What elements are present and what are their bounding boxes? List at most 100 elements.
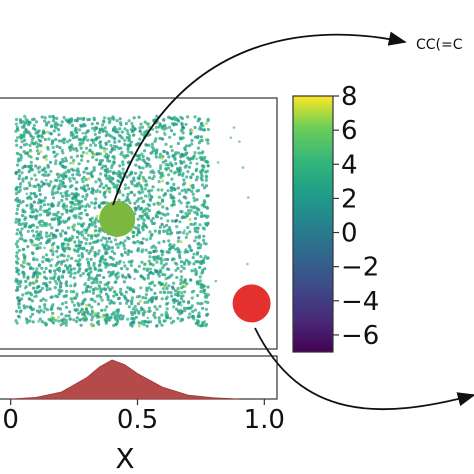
scatter-point [21, 199, 25, 204]
scatter-point [96, 188, 100, 192]
scatter-point [24, 279, 28, 284]
scatter-point [204, 294, 208, 298]
scatter-point [131, 234, 136, 238]
scatter-point [174, 170, 178, 174]
scatter-point [42, 270, 46, 274]
scatter-point [123, 186, 127, 191]
scatter-point [149, 219, 153, 223]
scatter-point [23, 224, 27, 228]
scatter-point [172, 196, 176, 200]
scatter-point [64, 300, 68, 305]
scatter-point [52, 241, 56, 245]
scatter-point [194, 260, 197, 263]
scatter-point [191, 186, 195, 190]
scatter-point [57, 201, 61, 205]
scatter-point [191, 256, 195, 260]
scatter-point [105, 313, 109, 317]
scatter-point [51, 316, 56, 320]
scatter-point [197, 151, 201, 155]
scatter-point [40, 180, 44, 184]
scatter-point [184, 196, 188, 200]
scatter-point [172, 199, 176, 204]
scatter-point [29, 134, 33, 138]
scatter-point [69, 161, 72, 165]
scatter-point [38, 207, 43, 211]
scatter-point [84, 241, 88, 246]
scatter-point [19, 158, 23, 162]
scatter-point [166, 290, 170, 295]
scatter-point [146, 122, 150, 126]
scatter-point [200, 203, 204, 207]
scatter-point [28, 121, 32, 125]
scatter-point [147, 306, 151, 310]
scatter-point [18, 310, 22, 314]
scatter-point [50, 190, 55, 194]
scatter-point [22, 275, 26, 279]
scatter-point [163, 257, 167, 262]
scatter-point [160, 179, 165, 183]
scatter-point [50, 258, 54, 261]
colorbar: 8 6 4 2 0 −2 −4 −6 [292, 82, 379, 353]
x-tick-label: 0 [2, 405, 19, 435]
scatter-point [105, 147, 108, 151]
scatter-point [195, 269, 199, 273]
scatter-point [182, 300, 186, 304]
scatter-point [140, 152, 144, 156]
scatter-point [42, 310, 46, 314]
scatter-point [200, 172, 204, 177]
scatter-point [75, 149, 79, 153]
scatter-point [193, 125, 197, 130]
scatter-point [193, 216, 197, 221]
scatter-point [49, 249, 53, 253]
scatter-point [150, 297, 154, 301]
scatter-point [47, 207, 52, 211]
scatter-point [161, 160, 165, 164]
colorbar-tick-label: 8 [341, 82, 358, 112]
scatter-point [14, 117, 19, 122]
scatter-point [206, 285, 210, 289]
scatter-point [125, 299, 129, 302]
scatter-point [109, 263, 113, 267]
scatter-point [127, 237, 131, 241]
scatter-point [131, 125, 135, 129]
scatter-point [202, 241, 206, 245]
scatter-point [77, 239, 81, 242]
scatter-point [34, 194, 39, 198]
x-tick-label: 0.5 [117, 405, 158, 435]
scatter-point [119, 146, 123, 150]
scatter-point [113, 264, 117, 268]
scatter-point [127, 136, 131, 141]
scatter-point [195, 157, 198, 161]
scatter-point [181, 294, 185, 298]
scatter-point [137, 321, 141, 325]
scatter-point [97, 315, 101, 319]
scatter-point [158, 212, 161, 215]
scatter-point [149, 170, 153, 174]
scatter-point [61, 177, 65, 181]
scatter-point [137, 310, 141, 314]
scatter-point [19, 145, 23, 149]
scatter-point [75, 292, 79, 296]
scatter-point [170, 321, 174, 325]
scatter-point [64, 118, 68, 122]
scatter-point [156, 257, 160, 261]
scatter-point [119, 241, 123, 245]
scatter-point [109, 299, 113, 303]
scatter-point [43, 321, 47, 325]
scatter-point [153, 283, 157, 288]
scatter-point [125, 195, 129, 199]
scatter-point [104, 292, 109, 296]
scatter-point [99, 295, 103, 299]
scatter-point [94, 197, 98, 201]
scatter-point [61, 302, 65, 306]
scatter-point [91, 188, 95, 192]
scatter-point [135, 158, 139, 162]
scatter-point [121, 167, 125, 171]
scatter-point [152, 174, 156, 179]
scatter-point [61, 151, 65, 155]
scatter-point [170, 177, 174, 181]
scatter-point [155, 211, 159, 215]
scatter-point [192, 196, 196, 200]
scatter-point [119, 287, 123, 291]
scatter-point [157, 270, 161, 274]
